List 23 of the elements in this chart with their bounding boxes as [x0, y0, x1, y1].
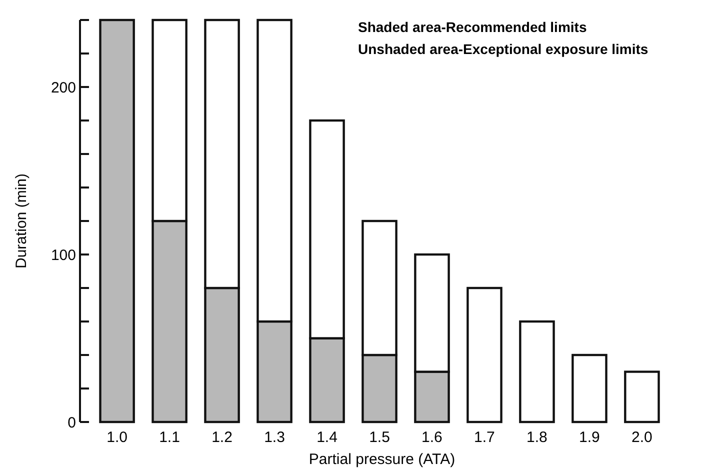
bar: [572, 354, 608, 424]
bar: [624, 370, 660, 424]
x-tick-label: 1.7: [474, 429, 495, 446]
y-tick-label: 0: [68, 414, 76, 432]
x-tick-label: 1.2: [212, 429, 232, 446]
x-axis-title: Partial pressure (ATA): [308, 451, 456, 468]
x-tick-label: 1.1: [159, 429, 180, 446]
y-axis-title: Duration (min): [13, 173, 30, 269]
x-tick-label: 1.6: [422, 429, 442, 446]
annotation: Shaded area-Recommended limits: [358, 19, 587, 35]
bar: [466, 286, 502, 424]
y-tick-label: 100: [50, 246, 76, 264]
x-tick-label: 1.8: [526, 429, 548, 446]
x-tick-label: 1.9: [579, 429, 600, 446]
x-tick-label: 1.0: [106, 429, 128, 446]
annotation: Unshaded area-Exceptional exposure limits: [358, 41, 648, 57]
bar: [99, 18, 135, 424]
x-tick-label: 2.0: [632, 429, 652, 446]
bar: [519, 320, 555, 424]
x-tick-label: 1.4: [316, 429, 338, 446]
y-tick-label: 200: [50, 79, 76, 96]
x-tick-label: 1.5: [369, 429, 390, 446]
x-tick-label: 1.3: [264, 429, 285, 446]
